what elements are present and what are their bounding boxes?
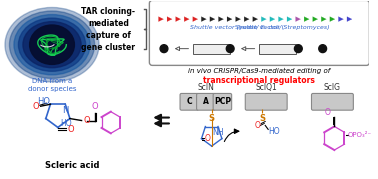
Ellipse shape [14, 14, 90, 75]
Text: O: O [32, 102, 39, 111]
FancyBboxPatch shape [311, 93, 353, 110]
Text: Shuttle vector (: Shuttle vector ( [235, 25, 284, 30]
Text: S: S [209, 114, 215, 123]
Ellipse shape [19, 18, 85, 71]
Ellipse shape [9, 11, 94, 78]
Circle shape [294, 45, 302, 53]
Circle shape [226, 45, 234, 53]
Text: O: O [68, 125, 74, 134]
Text: SclQ1: SclQ1 [255, 83, 277, 92]
Text: N: N [62, 106, 68, 115]
FancyBboxPatch shape [149, 0, 369, 65]
Text: A: A [203, 97, 209, 106]
Text: O: O [204, 134, 210, 143]
Text: HO: HO [37, 97, 50, 106]
Text: NH: NH [212, 129, 224, 137]
Text: O: O [92, 102, 99, 111]
Circle shape [319, 45, 327, 53]
Text: in vivo CRISPR/Cas9-mediated editing of: in vivo CRISPR/Cas9-mediated editing of [188, 68, 330, 74]
Text: HO: HO [268, 127, 280, 136]
Ellipse shape [23, 22, 81, 68]
Bar [259, 44, 296, 54]
Text: Scleric acid: Scleric acid [45, 161, 100, 170]
Ellipse shape [29, 25, 74, 64]
Text: transcriptional regulators: transcriptional regulators [203, 76, 315, 85]
Text: PCP: PCP [214, 97, 231, 106]
FancyBboxPatch shape [213, 93, 232, 110]
Text: O: O [325, 108, 330, 117]
Text: OPO₃²⁻: OPO₃²⁻ [348, 132, 372, 138]
Text: TAR cloning-
mediated
capture of
gene cluster: TAR cloning- mediated capture of gene cl… [82, 7, 135, 52]
Text: Shuttle vector (yeast/ E. coli/ Streptomyces): Shuttle vector (yeast/ E. coli/ Streptom… [190, 25, 329, 30]
Bar [193, 44, 230, 54]
Text: SclG: SclG [324, 83, 341, 92]
Text: O: O [254, 121, 260, 130]
Text: SclN: SclN [197, 83, 214, 92]
Text: S: S [259, 114, 265, 123]
Circle shape [160, 45, 168, 53]
Text: C: C [186, 97, 192, 106]
Text: HO: HO [60, 119, 71, 128]
FancyBboxPatch shape [180, 93, 198, 110]
FancyBboxPatch shape [197, 93, 215, 110]
FancyBboxPatch shape [245, 93, 287, 110]
Text: O: O [84, 116, 90, 125]
Text: DNA from a
donor species: DNA from a donor species [28, 78, 76, 92]
Ellipse shape [5, 8, 99, 82]
